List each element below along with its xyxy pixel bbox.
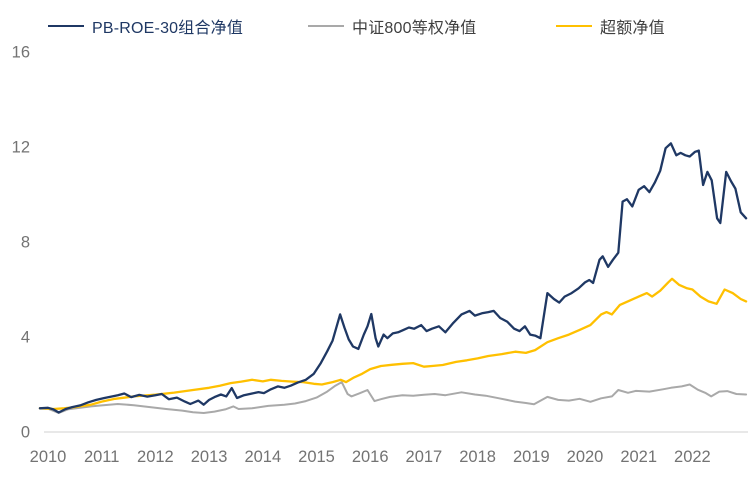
y-tick-label-16: 16 bbox=[12, 44, 30, 62]
x-tick-label-2014: 2014 bbox=[244, 448, 281, 466]
x-tick-label-2010: 2010 bbox=[30, 448, 67, 466]
x-tick-label-2011: 2011 bbox=[84, 448, 119, 466]
legend-label-pbroe30: PB-ROE-30组合净值 bbox=[92, 20, 244, 37]
x-tick-label-2013: 2013 bbox=[191, 448, 228, 466]
legend-item-pbroe30: PB-ROE-30组合净值 bbox=[48, 15, 243, 37]
x-tick-label-2017: 2017 bbox=[406, 448, 443, 466]
x-tick-label-2022: 2022 bbox=[674, 448, 711, 466]
x-tick-label-2019: 2019 bbox=[513, 448, 550, 466]
legend-item-csi800: 中证800等权净值 bbox=[308, 15, 477, 37]
series-line-0 bbox=[38, 142, 748, 414]
legend-item-excess: 超额净值 bbox=[556, 15, 665, 37]
x-tick-label-2015: 2015 bbox=[298, 448, 335, 466]
legend-line-swatch-yellow bbox=[556, 25, 592, 27]
x-tick-label-2020: 2020 bbox=[567, 448, 604, 466]
series-line-2 bbox=[38, 277, 748, 411]
legend-label-csi800: 中证800等权净值 bbox=[352, 20, 477, 37]
legend-line-swatch-gray bbox=[308, 25, 344, 27]
x-tick-label-2018: 2018 bbox=[459, 448, 496, 466]
legend-line-swatch-navy bbox=[48, 25, 84, 27]
legend-label-excess: 超额净值 bbox=[600, 20, 665, 37]
x-tick-label-2012: 2012 bbox=[137, 448, 174, 466]
y-tick-label-0: 0 bbox=[21, 424, 30, 442]
series-line-1 bbox=[38, 381, 748, 414]
x-tick-label-2016: 2016 bbox=[352, 448, 389, 466]
y-tick-label-8: 8 bbox=[21, 234, 30, 252]
x-tick-label-2021: 2021 bbox=[620, 448, 657, 466]
chart-legend: PB-ROE-30组合净值 中证800等权净值 超额净值 bbox=[0, 0, 756, 40]
y-tick-label-12: 12 bbox=[12, 139, 30, 157]
y-tick-label-4: 4 bbox=[21, 329, 30, 347]
